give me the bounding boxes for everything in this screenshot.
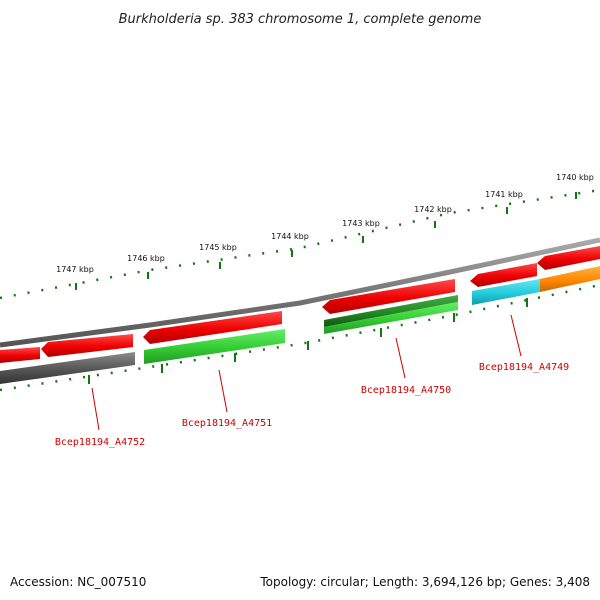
inner-scale [0, 283, 600, 392]
red-feature-track [0, 246, 600, 363]
accession-text: Accession: NC_007510 [10, 575, 146, 589]
gene-bar-a4750-strand[interactable] [324, 302, 458, 334]
gene-label-a4751[interactable]: Bcep18194_A4751 [182, 418, 272, 429]
gene-track [0, 266, 600, 384]
label-leader-a4750 [395, 337, 406, 379]
gene-bar-a4752[interactable] [0, 352, 135, 384]
kbp-label-1742: 1742 kbp [414, 205, 452, 214]
genome-backbone [0, 237, 600, 348]
label-leader-a4752 [91, 387, 100, 431]
gene-label-a4752[interactable]: Bcep18194_A4752 [55, 437, 145, 448]
label-leader-a4749 [510, 314, 522, 357]
outer-scale-dots [0, 188, 600, 300]
gene-bar-a4751[interactable] [144, 329, 285, 364]
label-leader-a4751 [218, 369, 228, 413]
gene-label-a4750[interactable]: Bcep18194_A4750 [361, 385, 451, 396]
kbp-label-1747: 1747 kbp [56, 265, 94, 274]
gene-label-a4749[interactable]: Bcep18194_A4749 [479, 362, 569, 373]
kbp-label-1741: 1741 kbp [485, 190, 523, 199]
red-feature-arrow-3[interactable] [143, 311, 282, 344]
red-feature-arrow-5[interactable] [470, 263, 537, 287]
outer-scale: 1740 kbp 1741 kbp 1742 kbp 1743 kbp 1744… [0, 173, 600, 300]
gene-bar-neighbor-orange[interactable] [540, 266, 600, 292]
red-feature-arrow-2[interactable] [41, 334, 133, 357]
map-title: Burkholderia sp. 383 chromosome 1, compl… [119, 12, 482, 27]
kbp-label-1744: 1744 kbp [271, 232, 309, 241]
kbp-label-1745: 1745 kbp [199, 243, 237, 252]
genome-summary-text: Topology: circular; Length: 3,694,126 bp… [259, 575, 590, 589]
gene-bar-a4750[interactable] [324, 295, 458, 327]
red-feature-arrow-4[interactable] [322, 279, 455, 314]
kbp-label-1740: 1740 kbp [556, 173, 594, 182]
red-feature-arrow-6[interactable] [537, 246, 600, 270]
red-feature-arrow-1[interactable] [0, 347, 40, 363]
kbp-label-1746: 1746 kbp [127, 254, 165, 263]
kbp-label-1743: 1743 kbp [342, 219, 380, 228]
gene-bar-a4749[interactable] [472, 279, 540, 305]
